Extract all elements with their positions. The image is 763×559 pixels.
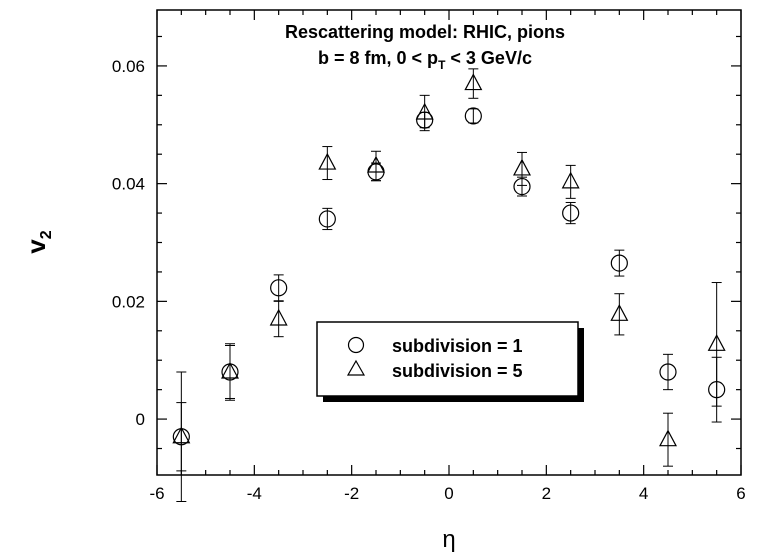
- y-axis-label: v2: [21, 230, 55, 253]
- circle-point: [562, 204, 580, 222]
- legend-circle-marker: [347, 336, 365, 354]
- y-axis-ticks: 0 0.02 0.04 0.06: [112, 35, 741, 450]
- plot-frame: [156, 9, 742, 476]
- triangle-point: [415, 102, 434, 120]
- x-tick-label: -4: [247, 484, 262, 503]
- chart-title-line-2-suffix: < 3 GeV/c: [445, 48, 532, 68]
- chart-title-line-2-prefix: b = 8 fm, 0 < p: [318, 48, 438, 68]
- y-tick-label: 0.02: [112, 292, 145, 311]
- triangle-point: [318, 152, 337, 170]
- x-axis-label: η: [442, 526, 455, 553]
- data-series-layer: [172, 68, 726, 502]
- x-tick-label: 0: [444, 484, 453, 503]
- triangle-point: [172, 426, 191, 444]
- legend-label-subdivision-1: subdivision = 1: [392, 336, 523, 356]
- x-tick-label: -2: [344, 484, 359, 503]
- triangle-point: [513, 158, 531, 176]
- x-tick-label: 6: [736, 484, 745, 503]
- chart-title-line-2-subscript: T: [438, 58, 446, 72]
- legend-triangle-marker: [346, 359, 366, 376]
- circle-point: [659, 363, 677, 381]
- triangle-point: [610, 304, 629, 321]
- triangle-point: [269, 308, 288, 326]
- x-tick-label: 2: [542, 484, 551, 503]
- triangle-point: [707, 334, 726, 351]
- x-tick-label: -6: [149, 484, 164, 503]
- triangle-point: [464, 73, 483, 91]
- circle-point: [318, 210, 336, 228]
- circle-point: [270, 279, 288, 297]
- circle-point: [610, 254, 628, 272]
- triangle-point: [659, 429, 677, 447]
- series-circle: [172, 107, 726, 502]
- y-tick-label: 0.06: [112, 57, 145, 76]
- circle-point: [464, 107, 482, 125]
- y-axis-label-main: v: [21, 239, 51, 254]
- chart-title-line-1: Rescattering model: RHIC, pions: [285, 22, 565, 42]
- x-axis-ticks: -6 -4 -2 0 2 4 6: [149, 10, 746, 503]
- legend-label-subdivision-5: subdivision = 5: [392, 361, 523, 381]
- legend: subdivision = 1 subdivision = 5: [316, 321, 584, 402]
- series-triangle: [172, 68, 726, 472]
- y-tick-label: 0.04: [112, 175, 145, 194]
- triangle-point: [367, 155, 385, 173]
- y-tick-label: 0: [136, 410, 145, 429]
- triangle-point: [561, 171, 580, 189]
- chart-title-line-2: b = 8 fm, 0 < pT < 3 GeV/c: [318, 48, 532, 72]
- x-tick-label: 4: [639, 484, 648, 503]
- triangle-point: [221, 361, 239, 379]
- y-axis-label-subscript: 2: [38, 230, 55, 239]
- legend-box: [316, 321, 579, 397]
